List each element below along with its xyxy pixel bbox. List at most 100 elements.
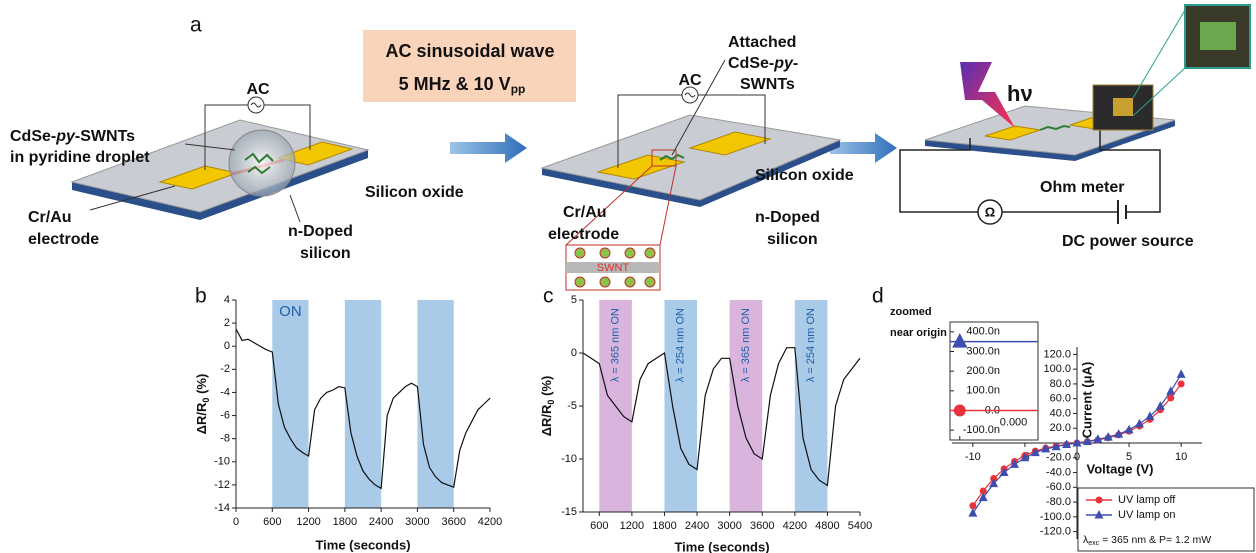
- y-tick-label: 4: [224, 294, 230, 306]
- chart: λ = 365 nm ON λ = 254 nm ON λ = 365 nm ON λ…: [561, 294, 872, 532]
- panel-label: c: [543, 285, 554, 308]
- leader: [671, 59, 726, 156]
- x-tick-label: 3600: [441, 516, 465, 528]
- y-tick-label: 100.0n: [966, 385, 1000, 397]
- y-tick-label: 80.0: [1050, 378, 1071, 390]
- panel-label: a: [190, 14, 202, 37]
- inset-title: zoomed: [890, 306, 932, 318]
- zoom-tube: [566, 262, 660, 273]
- note-part: λ: [1083, 534, 1089, 546]
- label: Silicon oxide: [365, 184, 464, 201]
- chip-zoom: [1184, 4, 1251, 69]
- legend-box: [1077, 487, 1255, 552]
- banner-line: 5 MHz & 10 Vpp: [399, 74, 526, 96]
- photo-lines: [1132, 9, 1186, 117]
- leader: [89, 185, 176, 211]
- chip-core: [1113, 98, 1133, 116]
- y-tick-label: 100.0: [1043, 363, 1071, 375]
- band-label: λ = 254 nm ON: [805, 308, 817, 382]
- label: Cr/Au: [28, 209, 72, 226]
- highlight-band: [729, 300, 763, 512]
- marker: [1177, 380, 1185, 388]
- x-tick-label: 1200: [620, 520, 644, 532]
- marker: [1082, 436, 1092, 446]
- marker: [1041, 443, 1051, 453]
- label: SWNTs: [740, 76, 795, 93]
- ohm-symbol: Ω: [985, 204, 995, 219]
- banner-text: 5 MHz & 10 V: [399, 74, 511, 94]
- label: electrode: [28, 231, 99, 248]
- panel-label: b: [195, 285, 207, 308]
- marker: [1051, 441, 1061, 451]
- marker: [979, 487, 987, 495]
- nanotubes: [244, 152, 274, 175]
- x-tick-label: 5400: [848, 520, 872, 532]
- band-label: λ = 254 nm ON: [675, 308, 687, 382]
- axis-title-part: ΔR/R: [194, 402, 209, 434]
- zoom-marker: [651, 149, 677, 167]
- zoom-lines: [565, 165, 677, 246]
- y-tick-label: -80.0: [1046, 496, 1071, 508]
- x-tick-label: -10: [965, 451, 981, 463]
- label: DC power source: [1062, 233, 1194, 250]
- marker: [1094, 510, 1104, 519]
- nanotubes: [1039, 124, 1071, 131]
- y-tick-label: 0: [224, 340, 230, 352]
- y-tick-label: -15: [561, 506, 577, 518]
- banner-line: AC sinusoidal wave: [385, 41, 554, 61]
- electrode-pad: [688, 131, 772, 156]
- marker: [1010, 459, 1019, 468]
- ac-symbol: [250, 102, 262, 108]
- ac-label: AC: [678, 72, 702, 89]
- label: electrode: [548, 226, 619, 243]
- y-tick-label: -60.0: [1046, 481, 1071, 493]
- x-tick-label: 600: [590, 520, 608, 532]
- marker: [999, 467, 1009, 477]
- marker: [952, 333, 968, 348]
- x-tick-label: 5: [1126, 451, 1132, 463]
- x-tick-label: 2400: [685, 520, 709, 532]
- band-label: λ = 365 nm ON: [609, 308, 621, 382]
- y-tick-label: 2: [224, 317, 230, 329]
- inset-title: near origin: [890, 327, 947, 339]
- x-tick-label: 1200: [296, 516, 320, 528]
- y-tick-label: -100.0n: [963, 424, 1000, 436]
- x-tick-label: 0: [233, 516, 239, 528]
- label: CdSe-py-SWNTs: [10, 128, 135, 145]
- data-line: [235, 328, 491, 490]
- chart: -10-50510-120.0-100.0-80.0-60.0-40.0-20.…: [952, 347, 1255, 552]
- arrow: [830, 133, 897, 163]
- particles: [574, 247, 656, 288]
- y-tick-label: -10: [561, 453, 577, 465]
- axis-title-sub: 0: [546, 400, 556, 405]
- ac-symbol: [684, 92, 696, 98]
- label: Cr/Au: [563, 204, 607, 221]
- label: CdSe-py-: [728, 55, 798, 72]
- highlight-band: [664, 300, 698, 512]
- marker: [968, 508, 978, 517]
- marker: [1124, 424, 1134, 434]
- marker: [1020, 452, 1030, 462]
- y-tick-label: -120.0: [1040, 526, 1071, 538]
- banner-sub: pp: [511, 82, 526, 96]
- y-tick-label: -100.0: [1040, 511, 1071, 523]
- note-part: = 365 nm & P= 1.2 mW: [1099, 534, 1211, 546]
- y-tick-label: -2: [220, 363, 230, 375]
- electrode-pad: [596, 154, 686, 180]
- x-tick-label: 4800: [815, 520, 839, 532]
- arrow: [450, 133, 527, 163]
- x-tick-label: 600: [263, 516, 281, 528]
- x-tick-label: 0.000: [1000, 416, 1028, 428]
- marker: [1155, 401, 1165, 410]
- label: silicon: [767, 231, 818, 248]
- y-tick-label: -4: [220, 386, 230, 398]
- band-label: λ = 365 nm ON: [740, 308, 752, 382]
- marker: [978, 492, 988, 502]
- x-tick-label: 1800: [333, 516, 357, 528]
- label-part: py: [55, 128, 76, 145]
- nanotubes: [659, 153, 685, 161]
- y-tick-label: -12: [214, 479, 230, 491]
- wire: [617, 94, 766, 168]
- highlight-band: [344, 300, 382, 508]
